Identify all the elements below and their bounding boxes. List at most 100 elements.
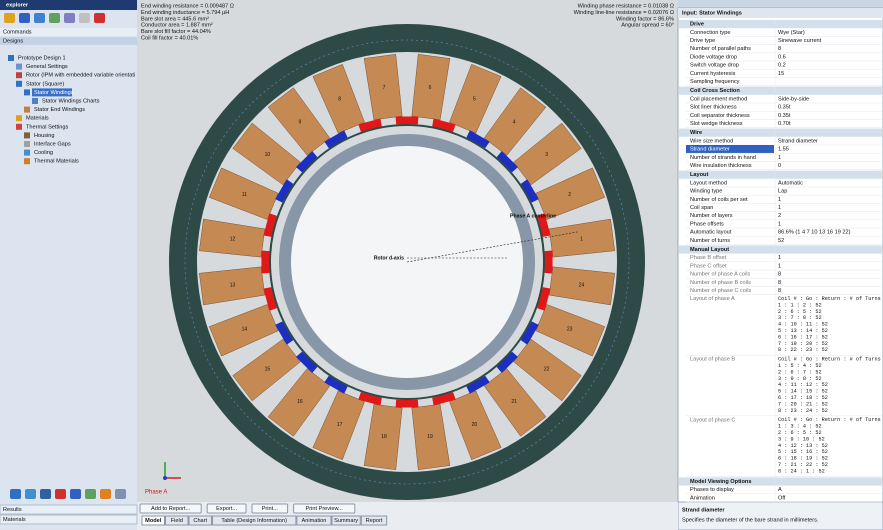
property-value[interactable]: Lap [778,189,787,195]
property-name[interactable]: Automatic layout [690,230,732,236]
property-name[interactable]: Slot wedge thickness [690,121,743,127]
tab[interactable] [165,515,189,526]
property-value[interactable]: 8 [778,280,781,286]
button-label[interactable]: Print Preview... [306,506,344,512]
property-value[interactable]: A [778,487,782,493]
button[interactable] [251,503,289,514]
property-value[interactable]: 0.35t [778,105,791,111]
layout-line[interactable]: Coil # : Go : Return : # of Turns [778,296,881,302]
tab-label[interactable]: Chart [193,518,207,524]
layout-line[interactable]: 3 : 9 : 8 : 52 [778,376,822,382]
tab[interactable] [296,515,332,526]
layout-line[interactable]: 4 : 12 : 13 : 52 [778,443,828,449]
property-name[interactable]: Number of coils per set [690,197,748,203]
layout-line[interactable]: 7 : 20 : 21 : 52 [778,401,828,407]
property-value[interactable]: 2 [778,213,781,219]
bottom-tab-label[interactable]: Results [3,507,22,513]
tree-item[interactable]: Rotor (IPM with embedded variable orient… [26,73,135,79]
tree-item[interactable]: Stator End Windings [34,107,85,113]
layout-line[interactable]: 5 : 14 : 15 : 52 [778,389,828,395]
layout-line[interactable]: 6 : 16 : 17 : 52 [778,334,828,340]
property-value[interactable]: 0.6 [778,54,786,60]
button[interactable] [206,503,247,514]
button[interactable] [293,503,356,514]
tab-label[interactable]: Summary [334,518,358,524]
property-value[interactable]: 1 [778,221,781,227]
layout-line[interactable]: 6 : 18 : 19 : 52 [778,456,828,462]
property-name[interactable]: Number of strands in hand [690,155,756,161]
layout-line[interactable]: 2 : 6 : 5 : 52 [778,309,822,315]
property-value[interactable]: 0.70t [778,121,791,127]
button[interactable] [139,503,202,514]
toolbar-button[interactable] [40,489,51,499]
layout-line[interactable]: 4 : 10 : 11 : 52 [778,322,828,328]
property-value[interactable]: 52 [778,238,784,244]
property-value[interactable]: 86.6% (1 4 7 10 13 16 19 22) [778,230,851,236]
property-value[interactable]: Automatic [778,180,803,186]
toolbar-button[interactable] [49,13,60,23]
toolbar-button[interactable] [70,489,81,499]
layout-line[interactable]: Coil # : Go : Return : # of Turns [778,417,881,423]
property-value[interactable]: 8 [778,272,781,278]
property-name[interactable]: Number of phase C coils [690,288,751,294]
property-name[interactable]: Number of turns [690,238,730,244]
toolbar-button[interactable] [64,13,75,23]
property-value[interactable]: 8 [778,46,781,52]
property-name[interactable]: Number of parallel paths [690,46,751,52]
tree-item[interactable]: Interface Gaps [34,141,71,147]
property-name[interactable]: Wire insulation thickness [690,163,752,169]
property-name[interactable]: Current hysteresis [690,71,736,77]
tab-label[interactable]: Model [145,518,162,524]
property-value[interactable]: Off [778,495,786,501]
layout-name[interactable]: Layout of phase B [690,357,735,363]
tree-item[interactable]: Cooling [34,150,53,156]
layout-line[interactable]: 1 : 3 : 4 : 52 [778,424,822,430]
tree-item[interactable]: Stator Windings [34,90,74,96]
property-name[interactable]: Animation [690,495,715,501]
layout-line[interactable]: 7 : 19 : 20 : 52 [778,341,828,347]
tree-item[interactable]: Thermal Settings [26,124,68,130]
button-label[interactable]: Export... [216,506,237,512]
toolbar-button[interactable] [85,489,96,499]
toolbar-button[interactable] [10,489,21,499]
property-name[interactable]: Connection type [690,30,730,36]
layout-line[interactable]: 3 : 9 : 10 : 52 [778,436,825,442]
section-name[interactable]: Wire [690,130,702,136]
property-name[interactable]: Phases to display [690,487,734,493]
property-value[interactable]: 1 [778,263,781,269]
section-name[interactable]: Manual Layout [690,247,729,253]
property-value[interactable]: Sinewave current [778,38,822,44]
tab[interactable] [331,515,361,526]
toolbar-button[interactable] [79,13,90,23]
property-value[interactable]: 1 [778,155,781,161]
property-name[interactable]: Coil separator thickness [690,113,750,119]
layout-line[interactable]: 2 : 6 : 7 : 52 [778,369,822,375]
property-name[interactable]: Sampling frequency [690,79,740,85]
tree-item[interactable]: Housing [34,133,55,139]
bottom-tab[interactable] [0,504,138,515]
property-name[interactable]: Winding type [690,189,722,195]
property-name[interactable]: Coil span [690,205,713,211]
tab[interactable] [212,515,297,526]
property-value[interactable]: 0.35t [778,113,791,119]
property-name[interactable]: Number of layers [690,213,733,219]
toolbar-button[interactable] [100,489,111,499]
button-label[interactable]: Add to Report... [151,506,191,512]
tree-item[interactable]: Stator Windings Charts [42,98,100,104]
tree-item[interactable]: General Settings [26,64,68,70]
tree-item[interactable]: Materials [26,116,49,122]
property-value[interactable]: 1.55 [778,147,789,153]
layout-line[interactable]: 8 : 24 : 1 : 52 [778,468,825,474]
property-name[interactable]: Wire size method [690,138,733,144]
bottom-tab[interactable] [0,514,138,525]
layout-line[interactable]: 5 : 15 : 16 : 52 [778,449,828,455]
property-value[interactable]: 8 [778,288,781,294]
property-value[interactable]: 1 [778,205,781,211]
section-name[interactable]: Layout [690,172,708,178]
property-name[interactable]: Coil placement method [690,96,747,102]
property-name[interactable]: Diode voltage drop [690,54,737,60]
tab-label[interactable]: Report [366,518,383,524]
tab-label[interactable]: Field [171,518,183,524]
property-value[interactable]: Side-by-side [778,96,809,102]
toolbar-button[interactable] [25,489,36,499]
